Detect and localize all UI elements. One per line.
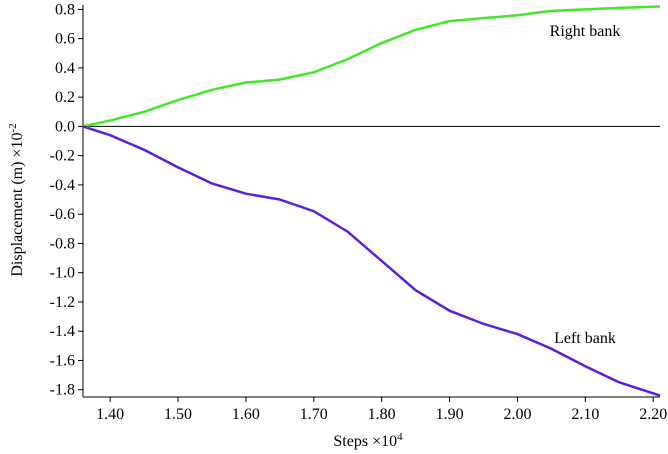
- y-tick-label: 0.4: [55, 60, 75, 77]
- x-tick-label: 1.80: [368, 406, 396, 423]
- y-label-text: Displacement (m) ×10: [9, 133, 26, 277]
- y-tick-label: -1.2: [50, 294, 75, 311]
- y-tick-label: 0.0: [55, 118, 75, 135]
- x-tick-label: 1.40: [96, 406, 124, 423]
- y-tick-label: 0.2: [55, 89, 75, 106]
- y-tick-label: -0.2: [50, 148, 75, 165]
- series-line: [82, 125, 661, 397]
- y-tick-label: 0.8: [55, 1, 75, 18]
- y-axis-label: Displacement (m) ×10-2: [7, 123, 26, 276]
- y-tick-label: -0.8: [50, 235, 75, 252]
- x-tick-label: 2.20: [639, 406, 667, 423]
- y-tick-label: -0.4: [50, 177, 75, 194]
- x-tick-label: 1.90: [436, 406, 464, 423]
- series-annotation: Right bank: [550, 23, 621, 40]
- y-tick-label: -1.8: [50, 382, 75, 399]
- x-label-text: Steps ×10: [333, 433, 397, 450]
- x-axis-label: Steps ×104: [333, 431, 403, 450]
- y-tick-label: -0.6: [50, 206, 75, 223]
- x-label-exponent: 4: [397, 431, 403, 443]
- y-tick-label: -1.6: [50, 352, 75, 369]
- series-line: [82, 5, 661, 128]
- x-tick-label: 1.50: [164, 406, 192, 423]
- y-tick-label: -1.0: [50, 265, 75, 282]
- y-tick-label: -1.4: [50, 323, 75, 340]
- y-label-exponent: -2: [7, 123, 19, 132]
- series-annotation: Left bank: [554, 330, 616, 347]
- y-tick-label: 0.6: [55, 31, 75, 48]
- x-tick-label: 1.60: [232, 406, 260, 423]
- x-tick-label: 1.70: [300, 406, 328, 423]
- x-tick-label: 2.10: [571, 406, 599, 423]
- x-tick-label: 2.00: [503, 406, 531, 423]
